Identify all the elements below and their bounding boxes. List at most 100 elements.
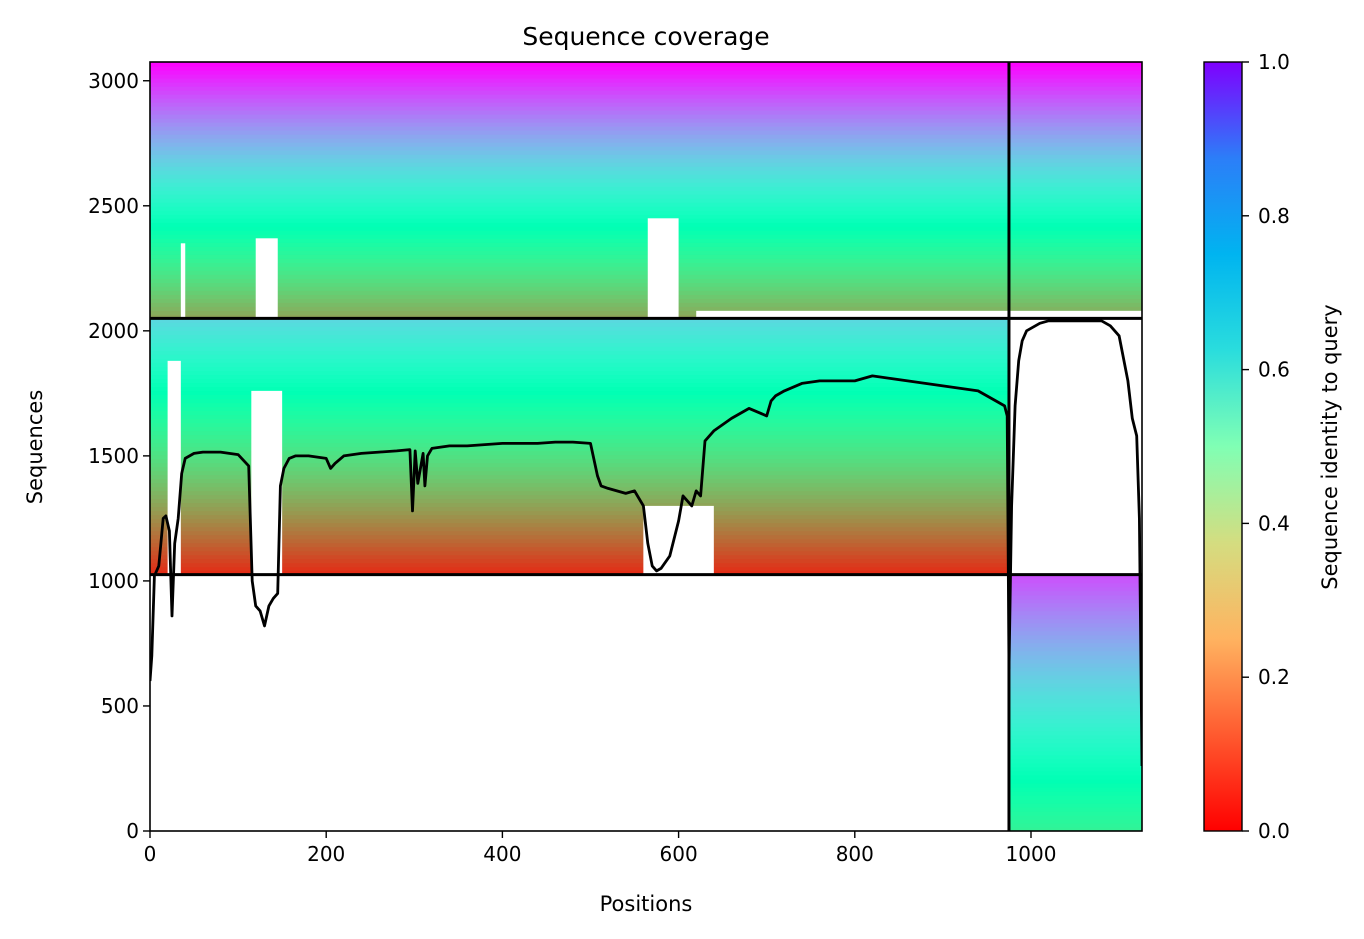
- heatmap-band: [1008, 674, 1142, 680]
- heatmap-band: [150, 194, 1142, 199]
- chart-title: Sequence coverage: [522, 22, 769, 51]
- heatmap-band: [150, 138, 1142, 143]
- heatmap-band: [150, 374, 1009, 380]
- heatmap-band: [150, 470, 1009, 476]
- heatmap-band: [150, 386, 1009, 392]
- heatmap-band: [150, 502, 1009, 508]
- heatmap-band: [150, 274, 1142, 279]
- heatmap-band: [150, 94, 1142, 99]
- heatmap-band: [1008, 578, 1142, 584]
- heatmap-block: [150, 318, 1009, 576]
- heatmap-band: [150, 482, 1009, 488]
- heatmap-band: [150, 70, 1142, 75]
- heatmap-band: [150, 462, 1009, 468]
- heatmap-band: [150, 66, 1142, 71]
- heatmap-band: [150, 158, 1142, 163]
- heatmap-band: [150, 210, 1142, 215]
- heatmap-band: [150, 526, 1009, 532]
- heatmap-band: [1008, 786, 1142, 792]
- heatmap-band: [1008, 726, 1142, 732]
- heatmap-band: [150, 166, 1142, 171]
- heatmap-band: [1008, 602, 1142, 608]
- heatmap-band: [150, 338, 1009, 343]
- heatmap-band: [150, 198, 1142, 203]
- colorbar-ticks: 0.0 0.2 0.4 0.6 0.8 1.0: [1242, 50, 1290, 843]
- heatmap-band: [1008, 746, 1142, 752]
- y-tick-label: 1000: [88, 569, 139, 593]
- heatmap-band: [150, 330, 1009, 335]
- heatmap-band: [150, 126, 1142, 131]
- heatmap-band: [150, 394, 1009, 400]
- heatmap-band: [1008, 630, 1142, 636]
- x-tick-label: 600: [660, 842, 698, 866]
- heatmap-band: [1008, 690, 1142, 696]
- heatmap-band: [1008, 598, 1142, 604]
- heatmap-band: [150, 346, 1009, 351]
- heatmap-band: [150, 342, 1009, 347]
- coverage-gap: [255, 238, 278, 319]
- heatmap-band: [150, 554, 1009, 560]
- heatmap-band: [150, 226, 1142, 231]
- coverage-line: [150, 319, 1142, 767]
- heatmap-band: [150, 350, 1009, 355]
- heatmap-band: [1008, 710, 1142, 716]
- heatmap-band: [150, 250, 1142, 255]
- heatmap-band: [150, 358, 1009, 363]
- heatmap-band: [1008, 670, 1142, 676]
- heatmap-band: [150, 174, 1142, 179]
- heatmap-band: [150, 334, 1009, 339]
- heatmap-band: [1008, 678, 1142, 684]
- heatmap-band: [150, 110, 1142, 115]
- heatmap-band: [1008, 750, 1142, 756]
- heatmap-band: [150, 278, 1142, 283]
- heatmap-band: [1008, 754, 1142, 760]
- heatmap-band: [1008, 626, 1142, 632]
- heatmap-band: [150, 290, 1142, 295]
- heatmap-band: [150, 262, 1142, 267]
- heatmap-band: [1008, 594, 1142, 600]
- heatmap-band: [1008, 774, 1142, 780]
- heatmap-band: [1008, 614, 1142, 620]
- heatmap-band: [1008, 770, 1142, 776]
- heatmap-band: [150, 534, 1009, 540]
- x-axis-ticks: 0 200 400 600 800 1000: [144, 831, 1056, 866]
- y-tick-label: 1500: [88, 444, 139, 468]
- heatmap-band: [150, 82, 1142, 87]
- heatmap-band: [150, 562, 1009, 568]
- heatmap-band: [1008, 638, 1142, 644]
- heatmap-band: [1008, 810, 1142, 816]
- heatmap-band: [150, 542, 1009, 548]
- heatmap-band: [1008, 790, 1142, 796]
- coverage-gap: [251, 390, 283, 575]
- plot-frame: [149, 61, 1143, 832]
- heatmap-band: [150, 430, 1009, 436]
- heatmap-band: [150, 514, 1009, 520]
- heatmap-band: [1008, 730, 1142, 736]
- heatmap-band: [1008, 742, 1142, 748]
- heatmap-band: [150, 354, 1009, 359]
- colorbar-tick-label: 0.2: [1258, 665, 1290, 689]
- heatmap-band: [150, 306, 1142, 311]
- heatmap-band: [150, 190, 1142, 195]
- colorbar-tick-label: 0.4: [1258, 511, 1290, 535]
- heatmap-band: [150, 222, 1142, 227]
- y-tick-label: 500: [101, 694, 139, 718]
- heatmap-band: [1008, 634, 1142, 640]
- heatmap-band: [150, 62, 1142, 67]
- heatmap-band: [150, 546, 1009, 552]
- heatmap-band: [150, 434, 1009, 440]
- heatmap-band: [1008, 758, 1142, 764]
- heatmap-band: [150, 170, 1142, 175]
- heatmap-band: [150, 570, 1009, 576]
- heatmap-band: [150, 78, 1142, 83]
- heatmap-band: [1008, 662, 1142, 668]
- heatmap-band: [150, 218, 1142, 223]
- heatmap-band: [150, 286, 1142, 291]
- heatmap-band: [150, 450, 1009, 456]
- heatmap-band: [150, 102, 1142, 107]
- heatmap-band: [150, 370, 1009, 376]
- heatmap-band: [150, 566, 1009, 572]
- heatmap-band: [150, 382, 1009, 388]
- heatmap-band: [1008, 698, 1142, 704]
- heatmap-band: [150, 550, 1009, 556]
